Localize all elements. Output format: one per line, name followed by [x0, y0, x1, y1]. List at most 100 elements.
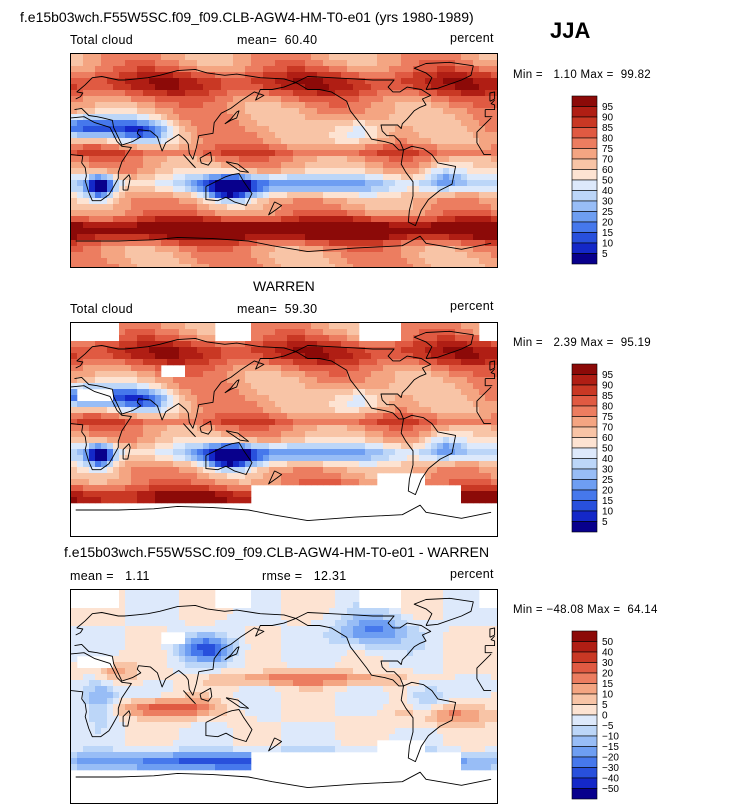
- field-cell: [215, 365, 222, 372]
- field-cell: [215, 144, 222, 151]
- field-cell: [389, 210, 396, 217]
- field-cell: [101, 620, 108, 627]
- field-cell: [227, 120, 234, 127]
- field-cell: [317, 596, 324, 603]
- field-cell: [455, 168, 462, 175]
- season-label: JJA: [550, 18, 591, 43]
- field-cell: [137, 455, 144, 462]
- field-cell: [203, 222, 210, 229]
- field-cell: [467, 144, 474, 151]
- field-cell: [131, 614, 138, 621]
- field-cell: [191, 84, 198, 91]
- field-cell: [155, 371, 162, 378]
- field-cell: [83, 144, 90, 151]
- field-cell: [149, 383, 156, 390]
- field-cell: [371, 156, 378, 163]
- field-cell: [341, 252, 348, 259]
- panel1-map: [70, 53, 498, 268]
- field-cell: [281, 258, 288, 265]
- field-cell: [263, 335, 270, 342]
- field-cell: [89, 431, 96, 438]
- field-cell: [269, 210, 276, 217]
- field-cell: [155, 108, 162, 115]
- field-cell: [299, 461, 306, 468]
- field-cell: [317, 395, 324, 402]
- field-cell: [491, 620, 497, 627]
- field-cell: [371, 401, 378, 408]
- field-cell: [197, 620, 204, 627]
- field-cell: [419, 467, 426, 474]
- field-cell: [281, 329, 288, 336]
- field-cell: [173, 144, 180, 151]
- field-cell: [287, 608, 294, 615]
- field-cell: [239, 347, 246, 354]
- field-cell: [233, 126, 240, 133]
- field-cell: [131, 461, 138, 468]
- field-cell: [437, 228, 444, 235]
- field-cell: [341, 353, 348, 360]
- field-cell: [275, 60, 282, 67]
- field-cell: [359, 186, 366, 193]
- field-cell: [413, 395, 420, 402]
- field-cell: [365, 353, 372, 360]
- field-cell: [395, 60, 402, 67]
- field-cell: [407, 596, 414, 603]
- field-cell: [455, 401, 462, 408]
- field-cell: [119, 198, 126, 205]
- field-cell: [155, 150, 162, 157]
- field-cell: [461, 359, 468, 366]
- field-cell: [437, 479, 444, 486]
- field-cell: [455, 389, 462, 396]
- field-cell: [221, 54, 228, 61]
- field-cell: [83, 90, 90, 97]
- coastline-path: [75, 504, 492, 522]
- field-cell: [197, 596, 204, 603]
- field-cell: [197, 614, 204, 621]
- field-cell: [227, 443, 234, 450]
- field-cell: [353, 84, 360, 91]
- field-cell: [347, 455, 354, 462]
- field-cell: [467, 234, 474, 241]
- field-cell: [215, 240, 222, 247]
- field-cell: [365, 419, 372, 426]
- field-cell: [101, 156, 108, 163]
- field-cell: [263, 419, 270, 426]
- field-cell: [95, 626, 102, 633]
- field-cell: [83, 614, 90, 621]
- field-cell: [245, 347, 252, 354]
- field-cell: [425, 186, 432, 193]
- field-cell: [101, 497, 108, 504]
- field-cell: [341, 204, 348, 211]
- field-cell: [317, 252, 324, 259]
- field-cell: [395, 198, 402, 205]
- field-cell: [239, 431, 246, 438]
- field-cell: [179, 114, 186, 121]
- field-cell: [221, 210, 228, 217]
- field-cell: [443, 60, 450, 67]
- field-cell: [413, 204, 420, 211]
- field-cell: [323, 180, 330, 187]
- field-cell: [371, 347, 378, 354]
- field-cell: [329, 395, 336, 402]
- field-cell: [239, 174, 246, 181]
- field-cell: [335, 377, 342, 384]
- field-cell: [209, 437, 216, 444]
- field-cell: [389, 620, 396, 627]
- field-cell: [293, 407, 300, 414]
- field-cell: [275, 431, 282, 438]
- field-cell: [335, 329, 342, 336]
- field-cell: [383, 437, 390, 444]
- field-cell: [167, 353, 174, 360]
- field-cell: [299, 419, 306, 426]
- field-cell: [359, 162, 366, 169]
- field-cell: [269, 365, 276, 372]
- field-cell: [347, 66, 354, 73]
- field-cell: [377, 419, 384, 426]
- field-cell: [473, 323, 480, 330]
- field-cell: [281, 204, 288, 211]
- field-cell: [479, 614, 486, 621]
- field-cell: [305, 323, 312, 330]
- field-cell: [257, 329, 264, 336]
- field-cell: [479, 485, 486, 492]
- field-cell: [287, 186, 294, 193]
